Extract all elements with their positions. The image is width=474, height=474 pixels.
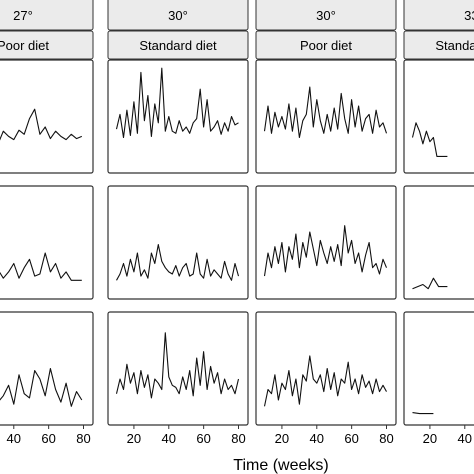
strip-diet-1 xyxy=(107,30,249,60)
x-tick-label-c1-0: 20 xyxy=(127,431,141,446)
series-line-r0-c0 xyxy=(0,108,83,141)
series-line-r2-c3 xyxy=(412,412,434,415)
x-tick-label-c1-2: 60 xyxy=(196,431,210,446)
facet-panels xyxy=(0,59,474,426)
x-tick-label-c3-0: 20 xyxy=(423,431,437,446)
x-axis-title: Time (weeks) xyxy=(233,457,328,474)
facet-strips: 27° Poor diet 30° Standard diet 30° Poor diet… xyxy=(0,0,474,60)
strip-temp-label-1: 30° xyxy=(168,8,188,23)
x-tick-label-c2-1: 40 xyxy=(310,431,324,446)
series-line-r0-c2 xyxy=(263,86,388,139)
x-tick-label-c3-1: 40 xyxy=(458,431,472,446)
strip-diet-3 xyxy=(403,30,474,60)
series-line-r0-c1 xyxy=(115,67,239,139)
x-tick-label-c1-1: 40 xyxy=(162,431,176,446)
panel-frame-r2-c2 xyxy=(255,311,397,426)
panel-frame-r0-c2 xyxy=(255,59,397,174)
strip-temp-label-0: 27° xyxy=(13,8,33,23)
x-tick-label-c0-2: 60 xyxy=(41,431,55,446)
series-line-r1-c1 xyxy=(116,244,240,281)
strip-diet-2 xyxy=(255,30,397,60)
series-line-r2-c1 xyxy=(115,332,240,399)
strip-temp-1 xyxy=(107,0,249,31)
strip-temp-2 xyxy=(255,0,397,31)
series-line-r1-c2 xyxy=(263,225,388,277)
x-tick-label-c1-3: 80 xyxy=(231,431,245,446)
panel-frame-r1-c0 xyxy=(0,185,94,300)
strip-diet-0 xyxy=(0,30,94,60)
x-tick-label-c2-2: 60 xyxy=(344,431,358,446)
panel-frame-r0-c1 xyxy=(107,59,249,174)
x-tick-label-c2-0: 20 xyxy=(275,431,289,446)
x-axis: 20406080204060802040608020406080 xyxy=(7,425,472,446)
panel-frame-r1-c1 xyxy=(107,185,249,300)
strip-diet-label-3: Standard diet xyxy=(435,38,474,53)
series-line-r2-c2 xyxy=(263,355,387,407)
panel-frame-r1-c2 xyxy=(255,185,397,300)
strip-temp-0 xyxy=(0,0,94,31)
panel-frame-r1-c3 xyxy=(403,185,474,300)
x-tick-label-c0-1: 40 xyxy=(7,431,21,446)
panel-frame-r0-c0 xyxy=(0,59,94,174)
strip-temp-3 xyxy=(403,0,474,31)
x-tick-label-c0-3: 80 xyxy=(76,431,90,446)
strip-temp-label-2: 30° xyxy=(316,8,336,23)
strip-diet-label-2: Poor diet xyxy=(300,38,352,53)
panel-frame-r2-c1 xyxy=(107,311,249,426)
series-line-r0-c3 xyxy=(411,122,448,157)
x-tick-label-c2-3: 80 xyxy=(379,431,393,446)
strip-temp-label-3: 33° xyxy=(464,8,474,23)
panel-frame-r0-c3 xyxy=(403,59,474,174)
series-line-r1-c3 xyxy=(412,277,448,290)
panel-frame-r2-c0 xyxy=(0,311,94,426)
strip-diet-label-1: Standard diet xyxy=(139,38,217,53)
series-line-r1-c0 xyxy=(0,252,82,281)
series-line-r2-c0 xyxy=(0,367,83,407)
strip-diet-label-0: Poor diet xyxy=(0,38,49,53)
panel-frame-r2-c3 xyxy=(403,311,474,426)
